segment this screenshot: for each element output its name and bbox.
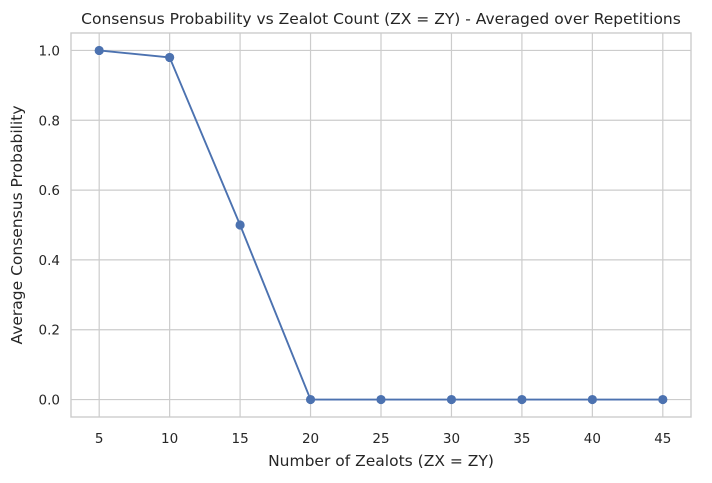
plot-border xyxy=(70,32,692,418)
x-axis-label: Number of Zealots (ZX = ZY) xyxy=(268,452,494,470)
x-tick-label: 35 xyxy=(513,431,530,447)
x-tick-label: 15 xyxy=(231,431,248,447)
data-point xyxy=(94,45,104,56)
data-point xyxy=(587,394,597,405)
y-tick-label: 0.2 xyxy=(39,323,60,339)
data-point xyxy=(165,52,175,63)
x-tick-label: 10 xyxy=(161,431,178,447)
chart-title: Consensus Probability vs Zealot Count (Z… xyxy=(81,10,681,28)
data-point xyxy=(446,394,457,405)
data-point xyxy=(376,394,386,405)
y-tick-label: 0.0 xyxy=(39,393,60,409)
data-point xyxy=(517,394,527,405)
x-tick-label: 30 xyxy=(443,431,460,447)
x-tick-label: 25 xyxy=(372,431,389,447)
tick-labels: 5 10 15 20 25 30 35 40 45 0.0 0.2 0.4 0.6 0.8 1.0 xyxy=(39,43,672,447)
y-tick-label: 0.6 xyxy=(39,183,60,199)
x-tick-label: 40 xyxy=(584,431,601,447)
y-axis-label: Average Consensus Probability xyxy=(8,106,26,345)
data-point xyxy=(658,394,668,405)
plot-frame xyxy=(70,32,692,418)
x-tick-label: 5 xyxy=(95,431,104,447)
series-layer xyxy=(94,45,668,405)
data-point xyxy=(305,394,316,405)
y-tick-label: 0.4 xyxy=(39,253,60,269)
y-tick-label: 1.0 xyxy=(39,43,60,59)
x-tick-label: 45 xyxy=(654,431,671,447)
y-tick-label: 0.8 xyxy=(39,113,60,129)
x-tick-label: 20 xyxy=(302,431,319,447)
data-point xyxy=(235,220,245,230)
